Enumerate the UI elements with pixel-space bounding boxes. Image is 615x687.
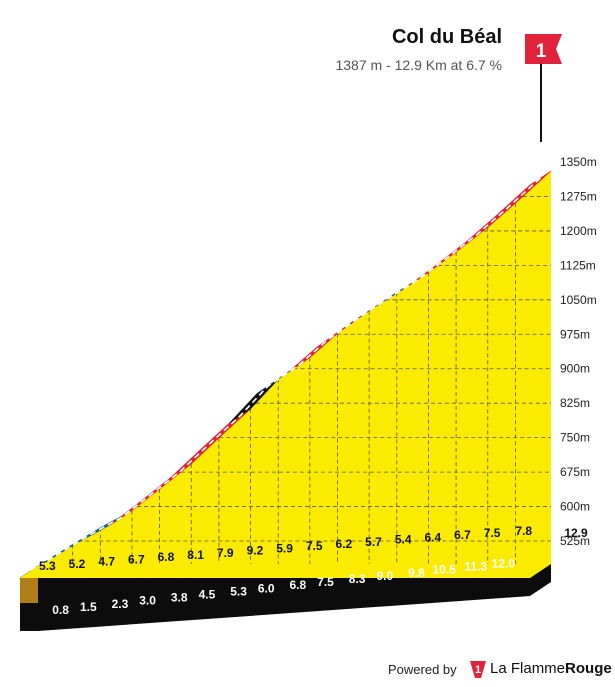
- gradient-label: 5.4: [395, 533, 412, 547]
- y-tick-label: 900m: [560, 362, 590, 376]
- elevation-profile-chart: 525m600m675m750m825m900m975m1050m1125m12…: [19, 34, 597, 631]
- powered-by-text: Powered by: [388, 662, 457, 677]
- gradient-label: 6.7: [128, 552, 145, 566]
- gradient-label: 5.9: [276, 541, 293, 555]
- distance-label: 11.3: [464, 560, 487, 574]
- distance-label: 12.9: [564, 526, 588, 540]
- distance-label: 9.0: [376, 569, 393, 583]
- gradient-label: 6.8: [158, 550, 175, 564]
- y-tick-label: 675m: [560, 465, 590, 479]
- summit-flag-label: 1: [536, 41, 547, 62]
- distance-label: 1.5: [80, 600, 97, 614]
- chart-title: Col du Béal: [391, 26, 502, 48]
- distance-label: 8.3: [349, 572, 366, 586]
- distance-label: 7.5: [317, 575, 334, 589]
- distance-label: 9.8: [408, 566, 425, 580]
- y-tick-label: 750m: [560, 431, 590, 445]
- gradient-label: 5.3: [39, 559, 56, 573]
- distance-label: 6.8: [289, 578, 306, 592]
- y-tick-label: 1050m: [560, 293, 597, 307]
- brand-name-bold: Rouge: [565, 660, 612, 677]
- gradient-label: 6.4: [424, 530, 441, 544]
- gradient-label: 4.7: [98, 555, 115, 569]
- gradient-label: 5.2: [69, 557, 86, 571]
- gradient-label: 5.7: [365, 535, 382, 549]
- chart-subtitle: 1387 m - 12.9 Km at 6.7 %: [335, 57, 502, 73]
- distance-label: 4.5: [199, 588, 216, 602]
- y-tick-label: 1200m: [560, 224, 597, 238]
- distance-label: 2.3: [112, 597, 129, 611]
- y-tick-label: 1125m: [560, 258, 596, 272]
- distance-label: 12.0: [492, 557, 516, 571]
- distance-label: 10.5: [432, 563, 456, 577]
- profile-base-side: [20, 578, 38, 603]
- brand-name-light: La Flamme: [490, 660, 566, 677]
- distance-label: 5.3: [230, 584, 247, 598]
- gradient-label: 6.7: [454, 528, 471, 542]
- y-tick-label: 525m: [560, 534, 590, 548]
- profile-floor: [20, 564, 551, 578]
- gradient-label: 7.5: [484, 526, 501, 540]
- y-tick-label: 1275m: [560, 189, 597, 203]
- distance-label: 6.0: [258, 581, 275, 595]
- y-tick-label: 600m: [560, 500, 590, 514]
- distance-label: 0.8: [52, 603, 69, 617]
- gradient-label: 6.2: [336, 537, 353, 551]
- gradient-label: 7.8: [515, 524, 532, 538]
- y-tick-label: 825m: [560, 396, 590, 410]
- y-tick-label: 975m: [560, 327, 590, 341]
- gradient-label: 8.1: [187, 548, 204, 562]
- gradient-label: 9.2: [247, 544, 264, 558]
- summit-flag-icon: [525, 34, 562, 64]
- svg-text:1: 1: [475, 664, 481, 676]
- distance-label: 3.0: [139, 594, 156, 608]
- gradient-label: 7.9: [217, 546, 234, 560]
- y-tick-label: 1350m: [560, 155, 597, 169]
- flame-one-logo-icon: 1: [470, 661, 486, 678]
- profile-base-strip: [20, 564, 551, 631]
- distance-label: 3.8: [171, 591, 188, 605]
- brand-name: La FlammeRouge: [490, 660, 612, 677]
- profile-centerline: [30, 177, 542, 572]
- gradient-label: 7.5: [306, 539, 323, 553]
- footer: Powered by 1 La FlammeRouge: [388, 659, 615, 681]
